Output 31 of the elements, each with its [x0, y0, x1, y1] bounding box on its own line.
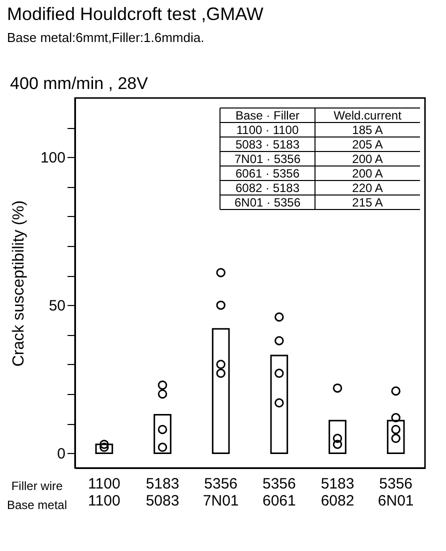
bar	[212, 328, 230, 454]
y-tick-label: 100	[40, 150, 66, 167]
x-tick-label: 5356 6061	[262, 476, 296, 510]
x-tick-label: 5356 7N01	[202, 476, 239, 510]
annotation: 220 A	[352, 180, 383, 195]
y-tick-label: 0	[57, 446, 66, 463]
annotation: 205 A	[352, 137, 383, 152]
annotation: 185 A	[352, 122, 383, 137]
y-axis-title: Crack susceptibility (%)	[10, 200, 28, 367]
chart-title: Modified Houldcroft test ,GMAW	[6, 4, 264, 24]
annotation: 7N01 · 5356	[234, 152, 301, 166]
chart-subtitle: Base metal:6mmt,Filler:1.6mmdia.	[6, 30, 204, 45]
x-tick-label: 1100 1100	[88, 476, 120, 510]
annotation: 200 A	[352, 166, 383, 180]
x-tick-label: 5356 6N01	[378, 476, 414, 510]
text: Base metal	[6, 498, 68, 512]
annotation: 215 A	[352, 195, 383, 210]
bar	[270, 354, 288, 454]
x-tick-label: 5183 5083	[146, 476, 180, 510]
annotation: 5083 · 5183	[235, 137, 300, 152]
annotation: Weld.current	[334, 108, 402, 122]
y-tick-label: 50	[48, 298, 66, 315]
annotation: Base · Filler	[235, 108, 300, 122]
x-tick-label: 5183 6082	[320, 476, 354, 510]
annotation: 6N01 · 5356	[234, 195, 301, 210]
annotation: 6082 · 5183	[235, 180, 300, 195]
annotation: 6061 · 5356	[235, 166, 300, 180]
text: Filler wire	[11, 479, 63, 493]
text: 400 mm/min , 28V	[10, 74, 149, 93]
annotation: 1100 · 1100	[236, 122, 299, 137]
annotation: 200 A	[352, 152, 383, 166]
